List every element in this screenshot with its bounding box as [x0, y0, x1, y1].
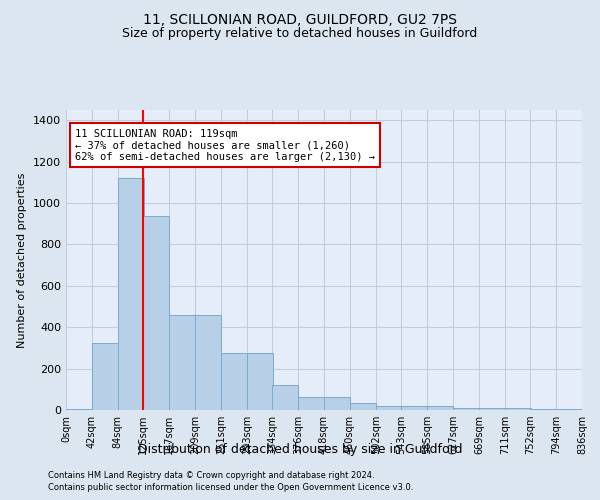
Bar [427, 406, 453, 410]
Bar [298, 396, 324, 410]
Bar [92, 343, 118, 410]
Y-axis label: Number of detached properties: Number of detached properties [17, 172, 28, 348]
Text: Contains public sector information licensed under the Open Government Licence v3: Contains public sector information licen… [48, 484, 413, 492]
Bar [556, 409, 582, 410]
Bar [118, 178, 144, 410]
Bar [350, 403, 376, 410]
Text: 11, SCILLONIAN ROAD, GUILDFORD, GU2 7PS: 11, SCILLONIAN ROAD, GUILDFORD, GU2 7PS [143, 12, 457, 26]
Bar [169, 315, 195, 410]
Bar [530, 409, 556, 410]
Bar [272, 385, 298, 410]
Bar [505, 408, 531, 410]
Text: Size of property relative to detached houses in Guildford: Size of property relative to detached ho… [122, 28, 478, 40]
Bar [247, 353, 273, 410]
Bar [221, 353, 247, 410]
Text: Contains HM Land Registry data © Crown copyright and database right 2024.: Contains HM Land Registry data © Crown c… [48, 471, 374, 480]
Bar [324, 396, 350, 410]
Bar [66, 409, 92, 410]
Bar [143, 216, 169, 410]
Text: 11 SCILLONIAN ROAD: 119sqm
← 37% of detached houses are smaller (1,260)
62% of s: 11 SCILLONIAN ROAD: 119sqm ← 37% of deta… [75, 128, 375, 162]
Bar [453, 408, 479, 410]
Text: Distribution of detached houses by size in Guildford: Distribution of detached houses by size … [138, 442, 462, 456]
Bar [479, 408, 505, 410]
Bar [195, 315, 221, 410]
Bar [401, 406, 427, 410]
Bar [376, 406, 402, 410]
